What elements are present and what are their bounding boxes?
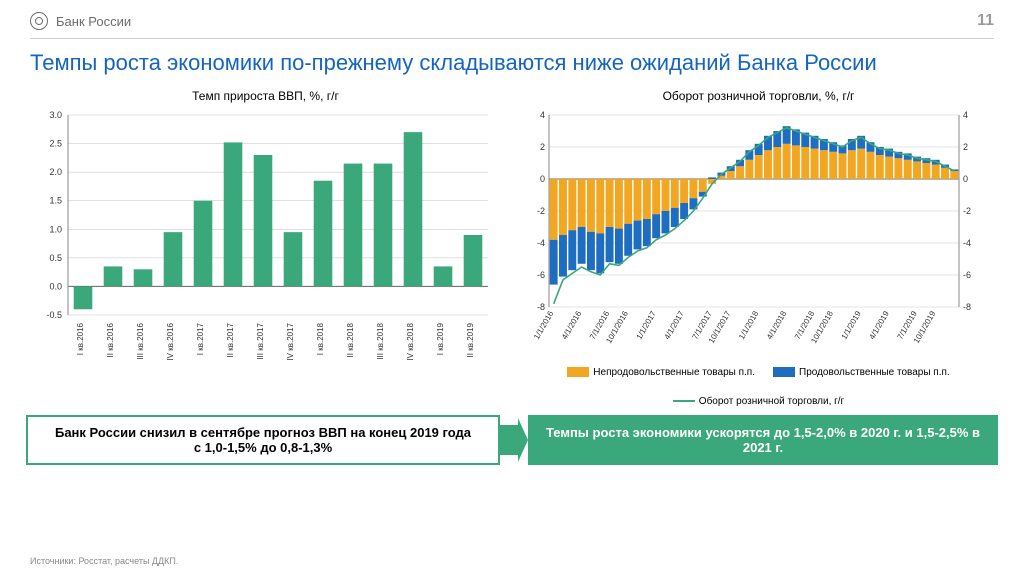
legend-food: Продовольственные товары п.п. bbox=[773, 367, 950, 378]
svg-text:1.0: 1.0 bbox=[49, 224, 62, 234]
svg-text:-0.5: -0.5 bbox=[46, 310, 62, 320]
arrow-icon bbox=[500, 415, 528, 465]
svg-text:3.0: 3.0 bbox=[49, 110, 62, 120]
svg-text:-4: -4 bbox=[537, 238, 545, 248]
svg-text:2.0: 2.0 bbox=[49, 167, 62, 177]
gdp-bar-chart: -0.5 0.0 0.5 1.0 1.5 2.0 2.5 3.0 I кв.2016 II кв.… bbox=[26, 107, 496, 387]
svg-text:4/1/2016: 4/1/2016 bbox=[560, 309, 584, 341]
callout-forecast-future: Темпы роста экономики ускорятся до 1,5-2… bbox=[528, 415, 998, 465]
svg-text:1/1/2018: 1/1/2018 bbox=[737, 309, 761, 341]
svg-text:IV кв.2018: IV кв.2018 bbox=[406, 322, 415, 360]
svg-text:III кв.2016: III кв.2016 bbox=[136, 322, 145, 359]
svg-text:1/1/2019: 1/1/2019 bbox=[840, 309, 864, 341]
svg-text:1/1/2017: 1/1/2017 bbox=[635, 309, 659, 341]
legend-line: Оборот розничной торговли, г/г bbox=[673, 396, 844, 407]
svg-text:-8: -8 bbox=[963, 302, 971, 312]
svg-text:-6: -6 bbox=[963, 270, 971, 280]
svg-text:-2: -2 bbox=[537, 206, 545, 216]
svg-text:II кв.2019: II кв.2019 bbox=[466, 322, 475, 357]
svg-text:1.5: 1.5 bbox=[49, 195, 62, 205]
svg-text:-8: -8 bbox=[537, 302, 545, 312]
svg-text:III кв.2017: III кв.2017 bbox=[256, 322, 265, 359]
svg-text:1/1/2016: 1/1/2016 bbox=[532, 309, 556, 341]
retail-chart-title: Оборот розничной торговли, %, г/г bbox=[519, 89, 998, 103]
svg-text:IV кв.2016: IV кв.2016 bbox=[166, 322, 175, 360]
svg-text:4: 4 bbox=[963, 110, 968, 120]
svg-text:4/1/2017: 4/1/2017 bbox=[662, 309, 686, 341]
svg-text:0.5: 0.5 bbox=[49, 252, 62, 262]
svg-text:III кв.2018: III кв.2018 bbox=[376, 322, 385, 359]
svg-text:4/1/2018: 4/1/2018 bbox=[765, 309, 789, 341]
svg-text:2: 2 bbox=[540, 142, 545, 152]
svg-text:I кв.2016: I кв.2016 bbox=[76, 322, 85, 355]
svg-text:I кв.2017: I кв.2017 bbox=[196, 322, 205, 355]
svg-text:2.5: 2.5 bbox=[49, 138, 62, 148]
svg-text:0: 0 bbox=[540, 174, 545, 184]
gdp-chart-title: Темп прироста ВВП, %, г/г bbox=[26, 89, 505, 103]
sources: Источники: Росстат, расчеты ДДКП. bbox=[30, 556, 178, 566]
bank-logo-icon bbox=[30, 12, 48, 30]
svg-text:II кв.2017: II кв.2017 bbox=[226, 322, 235, 357]
brand-name: Банк России bbox=[56, 14, 131, 29]
svg-text:0: 0 bbox=[963, 174, 968, 184]
svg-text:I кв.2019: I кв.2019 bbox=[436, 322, 445, 355]
svg-text:0.0: 0.0 bbox=[49, 281, 62, 291]
svg-text:II кв.2018: II кв.2018 bbox=[346, 322, 355, 357]
svg-text:-6: -6 bbox=[537, 270, 545, 280]
header-divider bbox=[30, 38, 994, 39]
brand: Банк России bbox=[30, 12, 131, 30]
slide-title: Темпы роста экономики по-прежнему склады… bbox=[0, 49, 1024, 89]
svg-text:4: 4 bbox=[540, 110, 545, 120]
svg-text:-2: -2 bbox=[963, 206, 971, 216]
svg-text:4/1/2019: 4/1/2019 bbox=[867, 309, 891, 341]
svg-text:-4: -4 bbox=[963, 238, 971, 248]
svg-text:II кв.2016: II кв.2016 bbox=[106, 322, 115, 357]
retail-legend: Непродовольственные товары п.п. Продовол… bbox=[519, 367, 998, 407]
svg-text:IV кв.2017: IV кв.2017 bbox=[286, 322, 295, 360]
callout-forecast-cut: Банк России снизил в сентябре прогноз ВВ… bbox=[26, 415, 500, 465]
svg-text:I кв.2018: I кв.2018 bbox=[316, 322, 325, 355]
gdp-chart-panel: Темп прироста ВВП, %, г/г -0.5 0.0 0.5 1.0 1… bbox=[26, 89, 505, 407]
retail-stacked-chart: -8-8-6-6-4-4-2-20022441/1/20164/1/20167/… bbox=[519, 107, 989, 365]
page-number: 11 bbox=[977, 12, 994, 30]
retail-chart-panel: Оборот розничной торговли, %, г/г -8 -8 -6… bbox=[519, 89, 998, 407]
svg-text:2: 2 bbox=[963, 142, 968, 152]
legend-nonfood: Непродовольственные товары п.п. bbox=[567, 367, 755, 378]
